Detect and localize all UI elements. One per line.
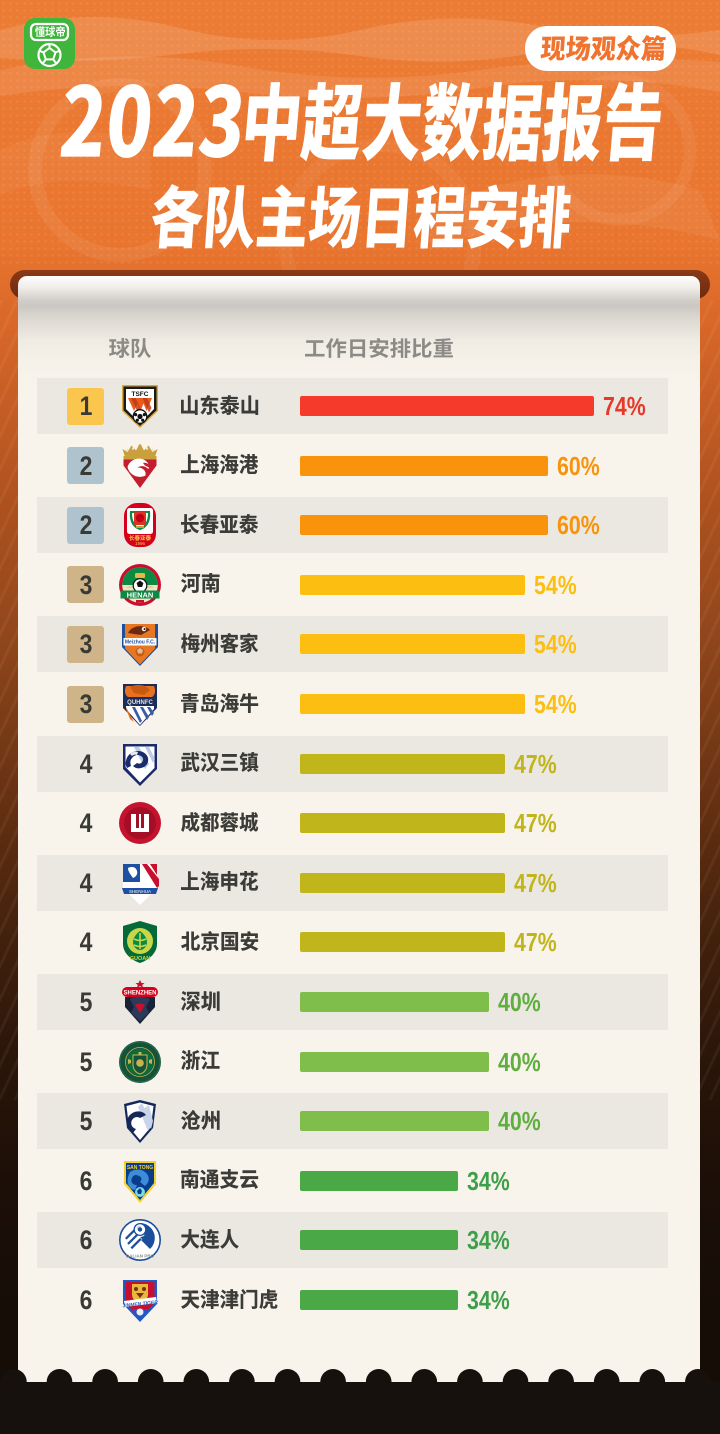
svg-text:SAN TONG: SAN TONG: [127, 1165, 153, 1171]
svg-text:QUHNFC: QUHNFC: [127, 700, 153, 706]
svg-text:HENAN: HENAN: [127, 590, 154, 599]
svg-text:1996: 1996: [135, 541, 146, 546]
svg-text:DALIAN PRO: DALIAN PRO: [126, 1254, 154, 1259]
svg-text:SHENHUA: SHENHUA: [129, 889, 151, 894]
svg-text:Meizhou F.C.: Meizhou F.C.: [125, 640, 156, 646]
svg-text:TSFC: TSFC: [132, 391, 149, 398]
svg-text:SHENZHEN: SHENZHEN: [123, 991, 156, 997]
svg-text:GUOAN: GUOAN: [130, 956, 151, 962]
svg-text:长春亚泰: 长春亚泰: [129, 534, 152, 542]
svg-text:JINMEN TIGER: JINMEN TIGER: [122, 1300, 158, 1310]
